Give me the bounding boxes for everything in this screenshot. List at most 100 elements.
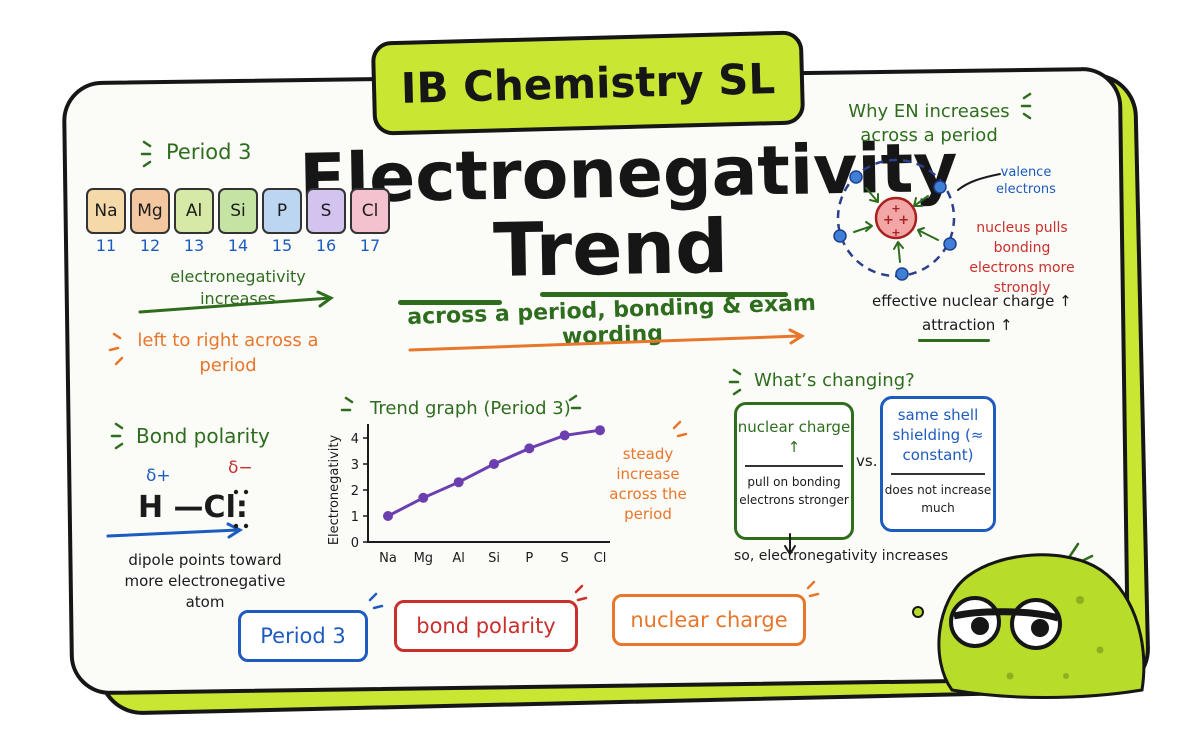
graph-note: steady increase across the period: [609, 445, 687, 523]
line-chart: 0 1 2 3 4 Na Mg Al Si P S Cl Electronegativity: [327, 424, 610, 566]
chart-axes: [367, 424, 610, 543]
electron: [833, 229, 847, 243]
y-axis-label: Electronegativity: [327, 435, 342, 546]
data-point: [453, 477, 464, 488]
tag-period: Period 3: [238, 610, 368, 662]
dipole-arrow: [106, 528, 240, 538]
title-underline-left: [398, 300, 502, 305]
x-tick-label: Cl: [594, 551, 607, 566]
direction-text: left to right across a period: [137, 330, 319, 376]
lone-pair-dots: [233, 489, 249, 529]
period-label: Period 3: [166, 140, 252, 164]
data-point: [595, 425, 605, 436]
subtitle-arrow-head: [788, 328, 806, 345]
data-point: [418, 492, 429, 503]
nuclear-charge-box: nuclear charge ↑ pull on bonding electro…: [734, 402, 854, 540]
electron: [943, 237, 957, 251]
data-point: [524, 443, 535, 454]
sparkle-icon: [728, 368, 742, 396]
valence-label: valence electrons: [996, 165, 1056, 197]
x-tick-label: Na: [379, 551, 397, 566]
vs-text: vs.: [856, 452, 878, 470]
element-tile: Al: [174, 188, 214, 234]
delta-minus: δ−: [228, 458, 253, 478]
subtitle-arrow: [408, 334, 802, 352]
y-tick-label: 0: [351, 536, 359, 551]
sparkle-icon: [574, 584, 588, 602]
conclusion-text: so, electronegativity increases: [734, 548, 949, 564]
x-tick-label: Si: [488, 551, 500, 566]
element-tile: Na: [86, 188, 126, 234]
sparkle-icon: [108, 332, 124, 366]
element-row: Na Mg Al Si P S Cl: [86, 188, 390, 234]
effective-charge-text: effective nuclear charge ↑: [872, 292, 1072, 310]
box-divider: [745, 465, 843, 467]
svg-text:+: +: [891, 226, 900, 239]
y-tick-label: 4: [351, 432, 359, 447]
attraction-underline: [918, 339, 990, 342]
x-tick-label: S: [561, 551, 569, 566]
valence-pointer: [957, 173, 1001, 191]
atomic-number: 12: [139, 236, 161, 255]
title-underline-right: [540, 292, 788, 297]
data-point: [489, 459, 499, 469]
y-tick-label: 3: [351, 458, 359, 473]
nuclear-box-head: nuclear charge ↑: [737, 418, 851, 456]
mascot-blob: [912, 553, 1146, 699]
atomic-number: 17: [359, 236, 381, 255]
sparkle-icon: [806, 580, 820, 598]
hcl-molecule: H —Cl:: [138, 490, 248, 525]
svg-text:+ +: + +: [883, 213, 909, 228]
x-tick-label: Al: [452, 551, 465, 566]
atom-diagram: + + + +: [833, 158, 957, 281]
trend-arrow-head: [316, 290, 334, 308]
element-tile: Mg: [130, 188, 170, 234]
bond-polarity-label: Bond polarity: [136, 424, 270, 448]
graph-title: Trend graph (Period 3): [370, 398, 571, 419]
sparkle-icon: [368, 592, 384, 610]
series-line: [387, 428, 601, 518]
sparkle-icon: [672, 420, 688, 438]
conclusion-arrow-head: [784, 545, 796, 556]
atomic-number: 15: [271, 236, 293, 255]
atomic-number-row: 11 12 13 14 15 16 17: [86, 236, 390, 255]
x-tick-label: Mg: [414, 551, 433, 566]
shield-box-head: same shell shielding (≈ constant): [892, 406, 984, 464]
electron: [849, 170, 863, 184]
tag-nuclear-charge: nuclear charge: [612, 594, 806, 646]
x-tick-label: P: [525, 551, 533, 566]
sparkle-icon: [110, 422, 124, 450]
attraction-text: attraction ↑: [922, 316, 1013, 334]
nuclear-box-body: pull on bonding electrons stronger: [739, 475, 849, 507]
element-tile: Cl: [350, 188, 390, 234]
sparkle-icon: [568, 394, 582, 410]
why-title: Why EN increases across a period: [848, 101, 1010, 146]
electron: [933, 180, 947, 194]
y-tick-label: 2: [351, 484, 359, 499]
atomic-number: 11: [95, 236, 117, 255]
box-divider: [891, 473, 985, 475]
trend-arrow: [138, 296, 332, 314]
sparkle-icon: [140, 140, 152, 168]
changing-label: What’s changing?: [754, 370, 915, 391]
data-point: [383, 511, 393, 521]
atomic-number: 13: [183, 236, 205, 255]
element-tile: P: [262, 188, 302, 234]
element-tile: S: [306, 188, 346, 234]
nucleus: [874, 196, 918, 240]
sparkle-icon: [340, 396, 354, 412]
dipole-arrow-head: [226, 522, 244, 539]
dipole-caption: dipole points toward more electronegativ…: [124, 551, 286, 611]
atomic-number: 14: [227, 236, 249, 255]
tag-bond-polarity: bond polarity: [394, 600, 578, 652]
data-point: [559, 430, 570, 441]
y-tick-label: 1: [351, 510, 359, 525]
nucleus-label: nucleus pulls bonding electrons more str…: [969, 220, 1075, 296]
delta-plus: δ+: [146, 466, 171, 486]
shielding-box: same shell shielding (≈ constant) does n…: [880, 396, 996, 532]
element-tile: Si: [218, 188, 258, 234]
sparkle-icon: [1020, 92, 1032, 120]
shield-box-body: does not increase much: [884, 483, 992, 515]
atomic-number: 16: [315, 236, 337, 255]
